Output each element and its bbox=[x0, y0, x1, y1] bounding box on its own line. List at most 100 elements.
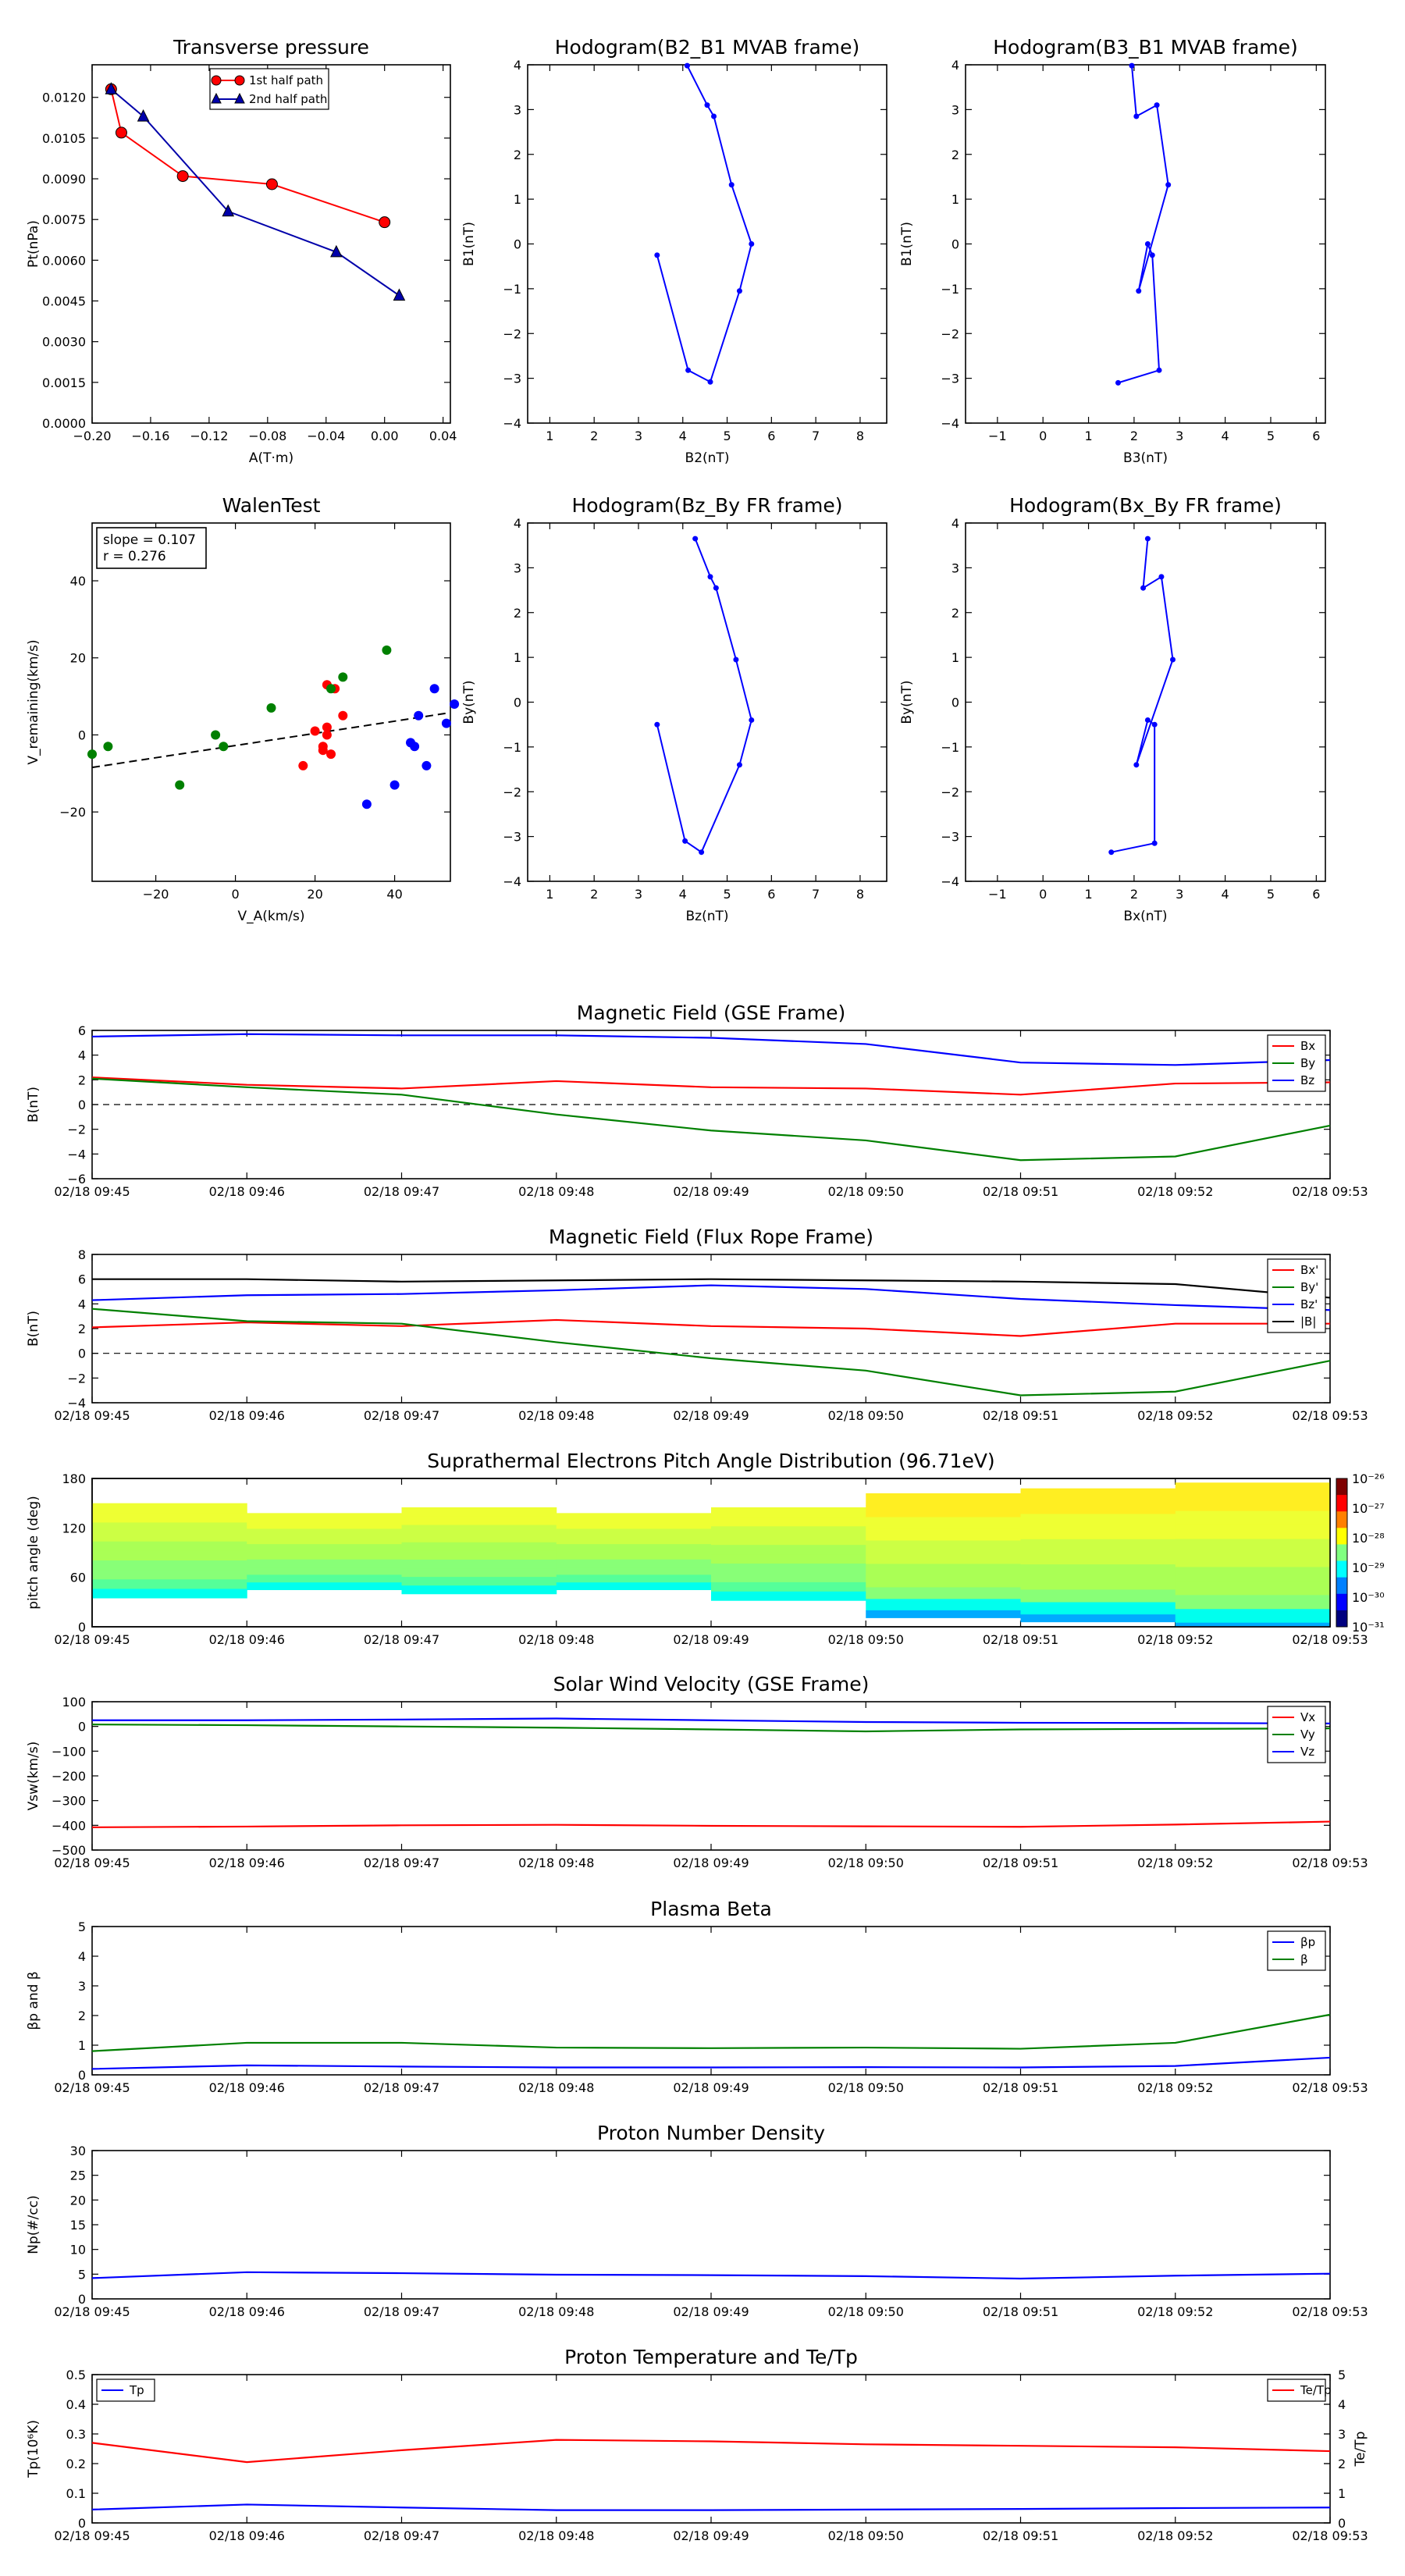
mf-time-label: 02/18 09:45 bbox=[54, 1184, 130, 1199]
pad-cell bbox=[247, 1528, 402, 1537]
h4-ytick-label: −3 bbox=[941, 830, 959, 845]
np-time-label: 02/18 09:47 bbox=[364, 2304, 439, 2319]
walen-ytick-label: 40 bbox=[70, 574, 86, 589]
np-time-label: 02/18 09:50 bbox=[828, 2304, 904, 2319]
h1-point bbox=[749, 241, 755, 247]
mfr-ytick-label: 6 bbox=[78, 1272, 86, 1287]
h3-xtick-label: 1 bbox=[546, 887, 553, 902]
h3-title: Hodogram(Bz_By FR frame) bbox=[571, 494, 842, 517]
pad-cell bbox=[711, 1563, 866, 1573]
tp-series-line-2 bbox=[91, 2439, 1331, 2464]
mf-time-label: 02/18 09:50 bbox=[828, 1184, 904, 1199]
beta-legend-label: βp bbox=[1300, 1935, 1315, 1949]
np-ytick-label: 30 bbox=[70, 2144, 86, 2158]
walen-fit-line bbox=[91, 711, 451, 769]
h2-ytick-label: 2 bbox=[951, 148, 959, 162]
walen-point bbox=[382, 645, 392, 655]
mfr-time-label: 02/18 09:48 bbox=[518, 1408, 594, 1423]
vsw-plot-area bbox=[91, 1701, 1331, 1851]
h3-panel: Hodogram(Bz_By FR frame) 1 2 3 4 5 6 7 8 −4 −3 −2 −1… bbox=[461, 494, 887, 924]
h3-point bbox=[692, 535, 699, 542]
pad-cell bbox=[866, 1504, 1021, 1517]
np-ylabel: Np(#/cc) bbox=[26, 2195, 41, 2254]
h1-point bbox=[736, 288, 742, 294]
vsw-time-label: 02/18 09:47 bbox=[364, 1856, 439, 1870]
walen-ytick-label: −20 bbox=[59, 805, 86, 820]
pad-cell bbox=[866, 1551, 1021, 1564]
pt-point bbox=[105, 82, 118, 94]
pad-cell bbox=[1020, 1526, 1176, 1539]
pad-cell bbox=[247, 1513, 402, 1521]
pad-cell bbox=[556, 1574, 712, 1583]
walen-point bbox=[410, 742, 420, 752]
pad-cell bbox=[866, 1610, 1021, 1618]
np-series-line-1 bbox=[91, 2271, 1331, 2280]
pt-ytick-label: 0.0000 bbox=[42, 416, 86, 431]
pad-cell bbox=[866, 1598, 1021, 1611]
walen-point bbox=[219, 742, 229, 752]
mfr-time-label: 02/18 09:46 bbox=[209, 1408, 285, 1423]
h4-xlabel: Bx(nT) bbox=[1123, 909, 1167, 924]
mfr-legend-label: By' bbox=[1300, 1280, 1318, 1294]
pad-cell bbox=[247, 1559, 402, 1567]
h1-point bbox=[684, 62, 690, 69]
walen-point bbox=[87, 749, 97, 760]
beta-time-label: 02/18 09:53 bbox=[1292, 2080, 1368, 2095]
walen-xtick-label: 40 bbox=[386, 887, 402, 902]
walen-point bbox=[361, 799, 372, 809]
h4-ytick-label: −4 bbox=[941, 874, 959, 889]
walen-point bbox=[422, 760, 432, 770]
mf-time-label: 02/18 09:47 bbox=[364, 1184, 439, 1199]
mf-series-line-1 bbox=[91, 1076, 1331, 1096]
h4-xtick-label: 5 bbox=[1267, 887, 1275, 902]
walen-point bbox=[326, 684, 336, 694]
tp-ytick-label: 5 bbox=[1338, 2368, 1346, 2382]
tp-legend: Tp bbox=[96, 2379, 155, 2402]
tp-ytick-label: 0.5 bbox=[66, 2368, 86, 2382]
tp-time-label: 02/18 09:49 bbox=[673, 2528, 749, 2543]
h4-ytick-label: 1 bbox=[951, 650, 959, 665]
pad-cell bbox=[1020, 1614, 1176, 1623]
h1-xtick-label: 6 bbox=[767, 429, 775, 443]
tp-series-line-1 bbox=[91, 2503, 1331, 2511]
pad-cell bbox=[247, 1574, 402, 1583]
mf-time-label: 02/18 09:53 bbox=[1292, 1184, 1368, 1199]
h2-panel: Hodogram(B3_B1 MVAB frame) −1 0 1 2 3 4 5 6 −4 −3 −… bbox=[899, 36, 1326, 466]
h4-panel: Hodogram(Bx_By FR frame) −1 0 1 2 3 4 5 6 −4 −3 −2 −… bbox=[899, 494, 1326, 924]
pad-cell bbox=[556, 1513, 712, 1521]
h3-point bbox=[654, 721, 660, 728]
pad-cell bbox=[1020, 1576, 1176, 1590]
h1-ytick-label: 0 bbox=[514, 237, 521, 252]
pad-colorbar-label: 10⁻³¹ bbox=[1352, 1620, 1385, 1635]
h2-xtick-label: 3 bbox=[1176, 429, 1183, 443]
np-ytick-label: 0 bbox=[78, 2292, 86, 2307]
pt-point bbox=[137, 109, 150, 122]
np-time-label: 02/18 09:48 bbox=[518, 2304, 594, 2319]
beta-ytick-label: 5 bbox=[78, 1920, 86, 1934]
h2-point bbox=[1149, 252, 1155, 258]
h3-point bbox=[699, 849, 705, 856]
tp-ytick-label: 3 bbox=[1338, 2427, 1346, 2442]
tp-time-label: 02/18 09:52 bbox=[1137, 2528, 1213, 2543]
h2-title: Hodogram(B3_B1 MVAB frame) bbox=[993, 36, 1298, 59]
pad-cell bbox=[1175, 1496, 1331, 1511]
pad-cell bbox=[401, 1550, 557, 1560]
pad-cell bbox=[556, 1559, 712, 1567]
mf-legend-label: By bbox=[1300, 1056, 1315, 1070]
mf-time-label: 02/18 09:49 bbox=[673, 1184, 749, 1199]
pad-colorbar-label: 10⁻³⁰ bbox=[1352, 1590, 1385, 1605]
h1-point bbox=[685, 367, 692, 373]
beta-ytick-label: 0 bbox=[78, 2068, 86, 2083]
pad-cell bbox=[1175, 1580, 1331, 1596]
vsw-ytick-label: −300 bbox=[52, 1794, 86, 1809]
h1-ytick-label: 1 bbox=[514, 192, 521, 207]
h3-ytick-label: 0 bbox=[514, 696, 521, 710]
pad-cell bbox=[711, 1572, 866, 1582]
h1-ytick-label: −1 bbox=[503, 282, 521, 297]
h3-point bbox=[713, 585, 719, 591]
pad-cell bbox=[556, 1521, 712, 1529]
walen-xtick-label: 0 bbox=[232, 887, 240, 902]
pad-cell bbox=[92, 1541, 247, 1551]
h3-xtick-label: 7 bbox=[812, 887, 820, 902]
pad-ytick-label: 0 bbox=[78, 1620, 86, 1635]
